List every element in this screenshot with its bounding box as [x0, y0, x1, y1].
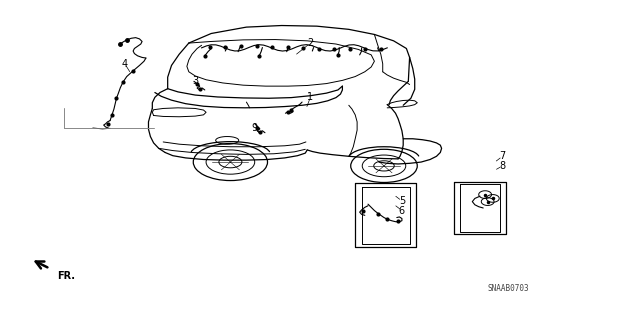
- Text: 5: 5: [399, 196, 405, 206]
- Text: 8: 8: [499, 161, 506, 171]
- Text: 9: 9: [252, 123, 258, 133]
- Text: SNAAB0703: SNAAB0703: [488, 284, 530, 293]
- Text: 2: 2: [307, 38, 314, 48]
- Text: FR.: FR.: [58, 271, 76, 280]
- Text: 1: 1: [307, 92, 314, 102]
- Text: 4: 4: [122, 59, 128, 69]
- Text: 6: 6: [399, 205, 405, 216]
- Text: 7: 7: [499, 151, 506, 161]
- Text: 3: 3: [192, 76, 198, 86]
